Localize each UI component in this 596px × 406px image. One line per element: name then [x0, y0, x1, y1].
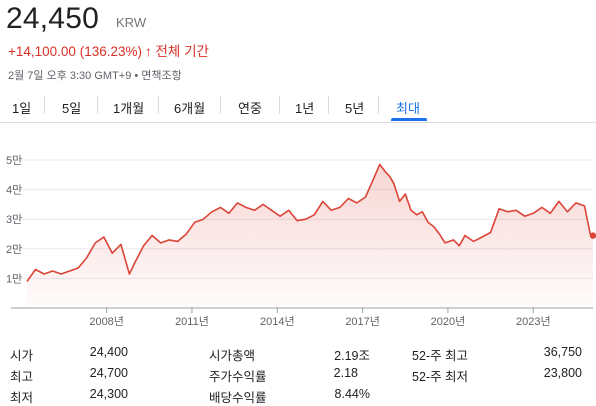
time-range-tabs: 1일 5일 1개월 6개월 연중 1년 5년 최대 [0, 92, 596, 123]
stat-high-label: 최고 [10, 370, 34, 384]
stat-low-label: 최저 [10, 391, 34, 405]
currency-code: KRW [116, 15, 147, 30]
stat-pe-value: 2.18 [333, 366, 358, 380]
stat-divyield-value: 8.44% [334, 387, 370, 401]
change-period: 전체 기간 [155, 44, 209, 59]
y-tick-label: 4만 [6, 184, 22, 197]
stock-price: 24,450 [6, 2, 99, 35]
tab-divider [279, 96, 280, 114]
tab-divider [97, 96, 98, 114]
tab-divider [220, 96, 221, 114]
tab-max[interactable]: 최대 [396, 101, 420, 116]
tab-ytd[interactable]: 연중 [238, 101, 262, 116]
change-value: +14,100.00 (136.23%) [8, 44, 142, 59]
tab-5y[interactable]: 5년 [345, 101, 365, 116]
tab-5d[interactable]: 5일 [62, 101, 82, 116]
x-tick-label: 2014년 [260, 315, 295, 328]
x-tick-label: 2011년 [175, 315, 209, 328]
price-change: +14,100.00 (136.23%) ↑ 전체 기간 [8, 40, 209, 60]
tab-divider [378, 96, 379, 114]
y-axis-labels: 1만 2만 3만 4만 5만 [6, 154, 22, 285]
stat-pe-label: 주가수익률 [209, 370, 267, 384]
stat-52w-high-value: 36,750 [543, 345, 582, 359]
x-axis-labels: 2008년 2011년 2014년 2017년 2020년 2023년 [89, 315, 550, 328]
y-tick-label: 3만 [6, 213, 22, 226]
y-tick-label: 5만 [6, 154, 22, 167]
tab-6m[interactable]: 6개월 [174, 101, 206, 116]
tab-1m[interactable]: 1개월 [113, 101, 145, 116]
price-chart[interactable]: 1만 2만 3만 4만 5만 2008년 2011년 2014년 2017년 2020년 2023… [0, 140, 596, 330]
timestamp-disclaimer: 2월 7일 오후 3:30 GMT+9 • 면책조항 [8, 70, 182, 82]
x-tick-label: 2017년 [345, 315, 380, 328]
active-tab-indicator [391, 118, 427, 121]
stat-low-value: 24,300 [89, 387, 128, 401]
stat-52w-low-label: 52-주 최저 [412, 370, 469, 384]
price-line [26, 163, 594, 282]
x-tick-label: 2020년 [431, 315, 466, 328]
stat-high-value: 24,700 [89, 366, 128, 380]
up-arrow-icon: ↑ [144, 44, 152, 59]
y-tick-label: 1만 [6, 272, 22, 285]
stat-divyield-label: 배당수익률 [209, 391, 267, 405]
x-tick-label: 2008년 [89, 315, 124, 328]
stat-52w-high-label: 52-주 최고 [412, 349, 469, 363]
x-tick-label: 2023년 [516, 315, 551, 328]
y-tick-label: 2만 [6, 243, 22, 256]
current-price-dot [589, 232, 596, 239]
tab-divider [328, 96, 329, 114]
tab-divider [44, 96, 45, 114]
price-area-fill [27, 164, 593, 308]
tab-1y[interactable]: 1년 [295, 101, 315, 116]
stat-open-value: 24,400 [89, 345, 128, 359]
tab-divider [158, 96, 159, 114]
stat-mktcap-label: 시가총액 [209, 349, 256, 363]
stat-52w-low-value: 23,800 [543, 366, 582, 380]
stat-open-label: 시가 [10, 349, 34, 363]
stat-mktcap-value: 2.19조 [334, 349, 370, 363]
tab-1d[interactable]: 1일 [12, 101, 32, 116]
